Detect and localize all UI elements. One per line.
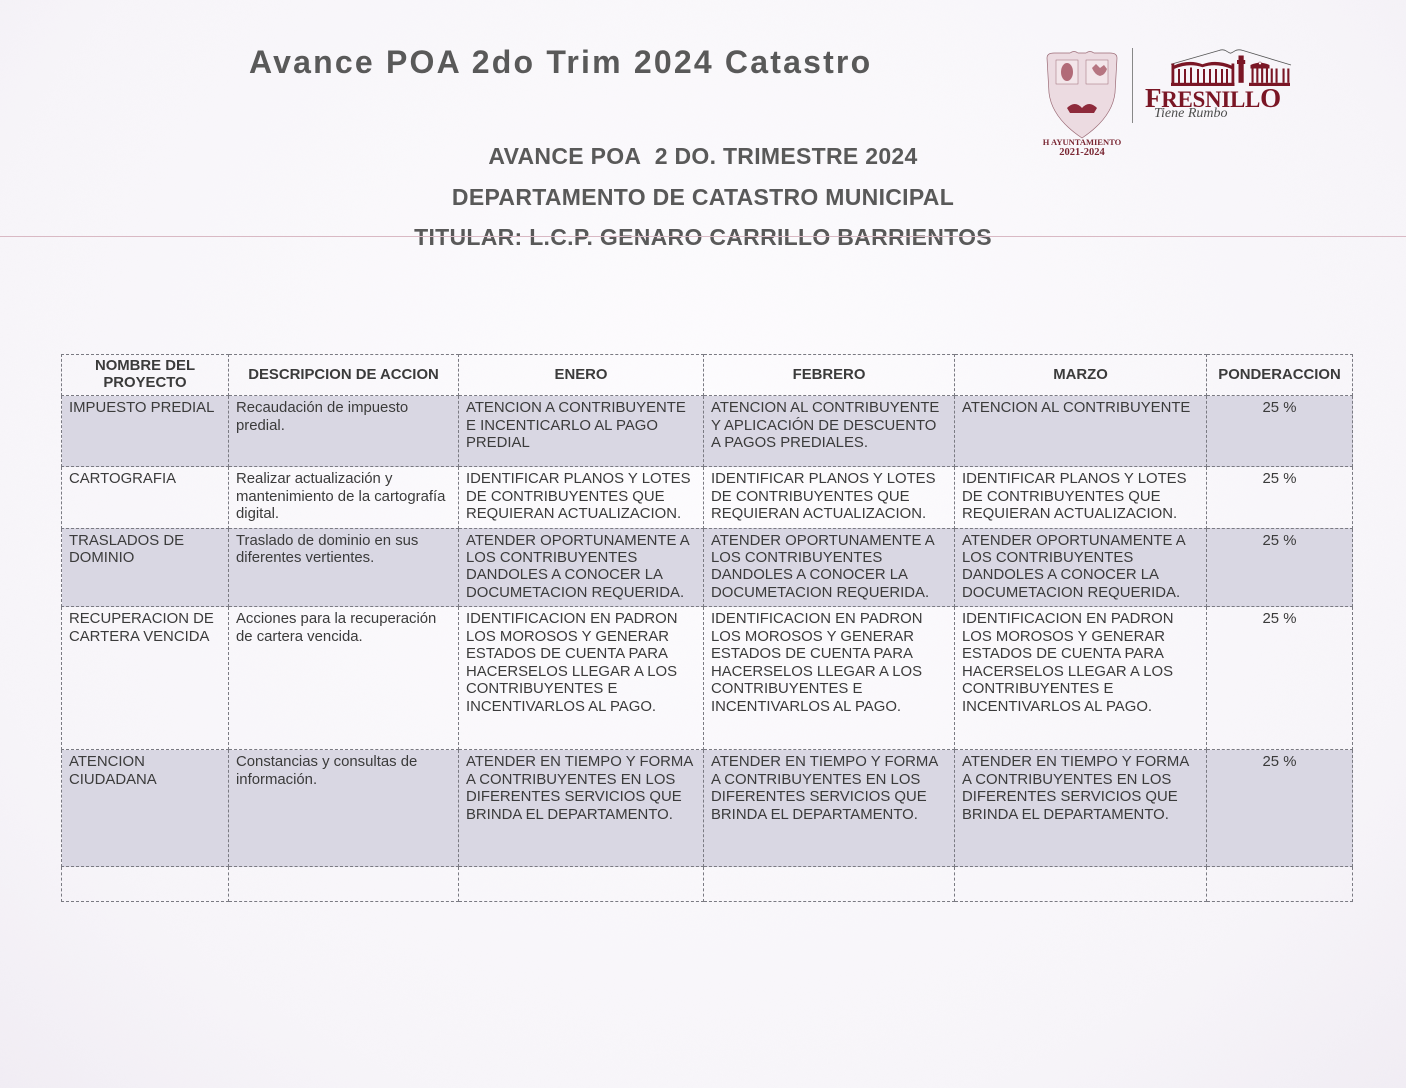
svg-text:H AYUNTAMIENTO: H AYUNTAMIENTO [1043, 137, 1122, 147]
svg-text:2021-2024: 2021-2024 [1059, 147, 1105, 158]
